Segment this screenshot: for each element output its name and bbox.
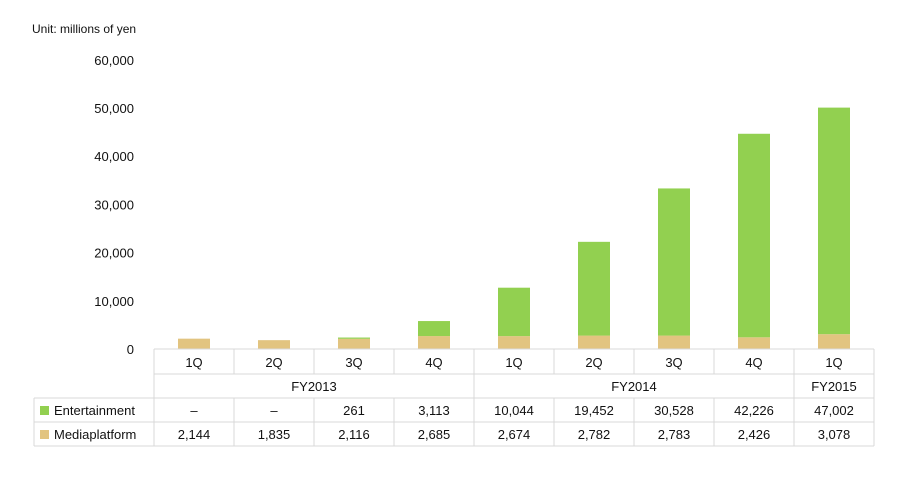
legend-swatch	[40, 430, 49, 439]
category-label: 2Q	[265, 355, 282, 370]
data-label: 2,674	[498, 427, 531, 442]
category-label: 1Q	[185, 355, 202, 370]
bar-entertainment	[738, 133, 770, 338]
category-label: 1Q	[505, 355, 522, 370]
unit-label: Unit: millions of yen	[32, 22, 137, 36]
bar-mediaplatform	[498, 336, 530, 349]
y-tick-label: 60,000	[94, 53, 134, 68]
bar-mediaplatform	[658, 335, 690, 349]
bar-entertainment	[658, 188, 690, 336]
category-label: 3Q	[345, 355, 362, 370]
data-label: –	[270, 403, 278, 418]
bar-mediaplatform	[418, 336, 450, 349]
data-label: 261	[343, 403, 365, 418]
data-label: 30,528	[654, 403, 694, 418]
group-label: FY2013	[291, 379, 337, 394]
data-label: 10,044	[494, 403, 534, 418]
data-label: 2,426	[738, 427, 771, 442]
category-label: 3Q	[665, 355, 682, 370]
legend-swatch	[40, 406, 49, 415]
y-tick-label: 30,000	[94, 197, 134, 212]
y-tick-label: 50,000	[94, 101, 134, 116]
y-tick-label: 40,000	[94, 149, 134, 164]
data-label: 3,078	[818, 427, 851, 442]
data-label: 47,002	[814, 403, 854, 418]
legend-label: Mediaplatform	[54, 427, 136, 442]
bar-entertainment	[818, 107, 850, 335]
bar-entertainment	[338, 337, 370, 339]
y-tick-label: 20,000	[94, 246, 134, 261]
group-label: FY2015	[811, 379, 857, 394]
data-label: 3,113	[418, 403, 450, 418]
bar-mediaplatform	[578, 335, 610, 349]
category-label: 4Q	[745, 355, 762, 370]
bar-entertainment	[578, 241, 610, 336]
data-label: –	[190, 403, 198, 418]
group-label: FY2014	[611, 379, 657, 394]
bar-mediaplatform	[338, 338, 370, 349]
bar-mediaplatform	[738, 337, 770, 349]
legend-label: Entertainment	[54, 403, 135, 418]
data-label: 2,782	[578, 427, 611, 442]
data-label: 2,116	[338, 427, 370, 442]
data-label: 1,835	[258, 427, 291, 442]
category-label: 4Q	[425, 355, 442, 370]
data-label: 2,685	[418, 427, 451, 442]
category-label: 2Q	[585, 355, 602, 370]
y-tick-label: 0	[127, 342, 134, 357]
bar-mediaplatform	[178, 338, 210, 349]
data-label: 2,144	[178, 427, 211, 442]
y-tick-label: 10,000	[94, 294, 134, 309]
bar-mediaplatform	[258, 340, 290, 349]
data-label: 42,226	[734, 403, 774, 418]
bar-entertainment	[498, 287, 530, 337]
data-label: 19,452	[574, 403, 614, 418]
category-label: 1Q	[825, 355, 842, 370]
bar-entertainment	[418, 321, 450, 337]
bar-mediaplatform	[818, 334, 850, 349]
data-label: 2,783	[658, 427, 691, 442]
